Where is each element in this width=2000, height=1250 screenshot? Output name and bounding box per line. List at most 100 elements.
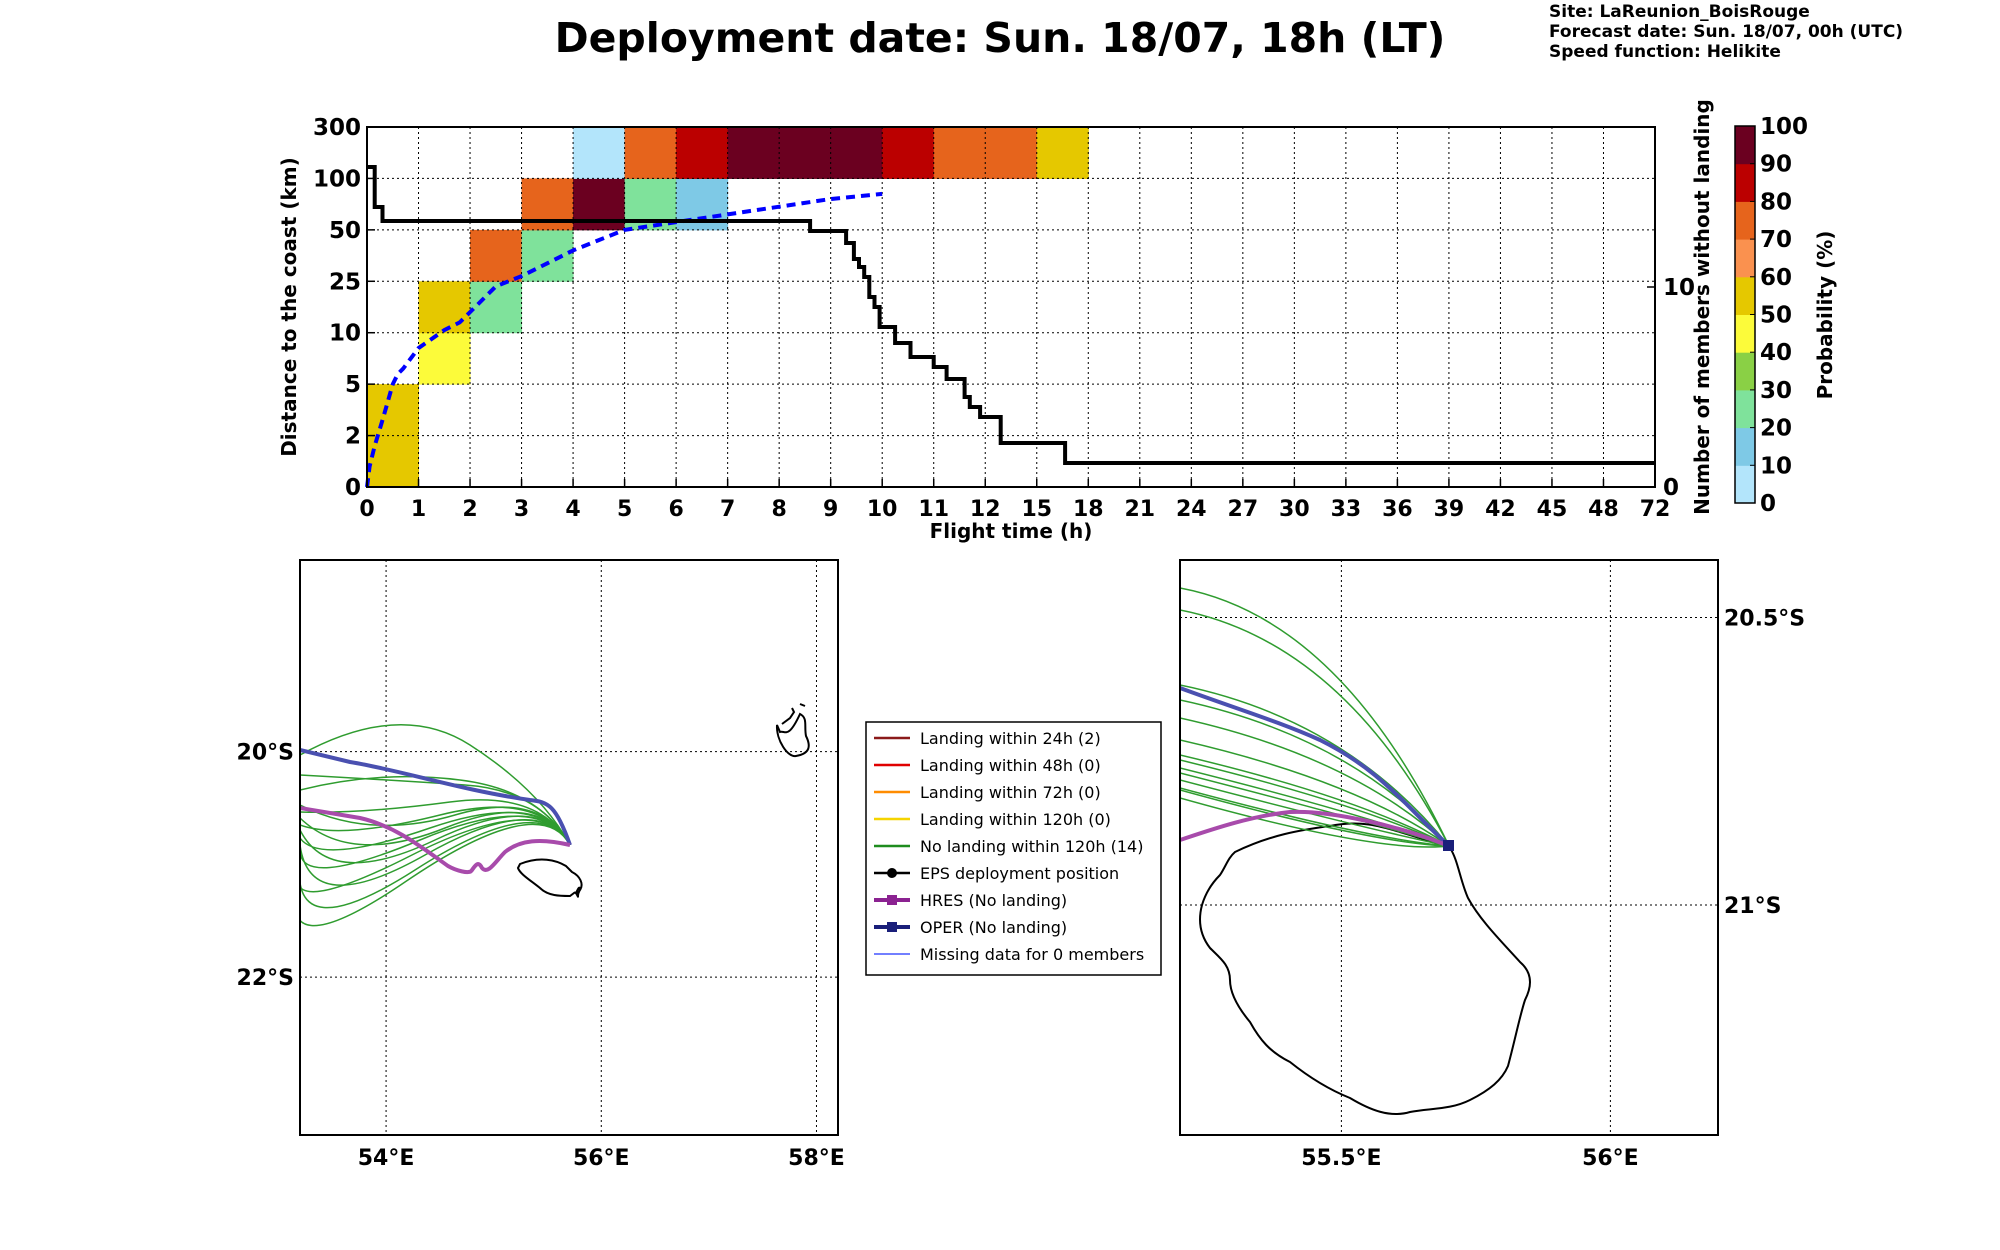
heatmap-cell bbox=[779, 127, 832, 179]
x-tick-label: 30 bbox=[1279, 497, 1310, 522]
y-tick-label: 300 bbox=[313, 115, 361, 141]
forecast-info: Site: LaReunion_BoisRouge Forecast date:… bbox=[1549, 2, 1903, 62]
reunion-island-zoom bbox=[1199, 822, 1531, 1116]
deployment-marker bbox=[1443, 840, 1454, 851]
legend-marker bbox=[887, 922, 897, 932]
colorbar-tick-label: 60 bbox=[1760, 265, 1792, 291]
heatmap-cell bbox=[418, 281, 471, 334]
heatmap-cell bbox=[933, 127, 986, 179]
x-tick-label: 12 bbox=[970, 497, 1001, 522]
speed-function-label: Speed function: Helikite bbox=[1549, 42, 1781, 62]
ensemble-trajectory-zoom bbox=[1180, 684, 1450, 847]
x-tick-label: 4 bbox=[565, 497, 580, 522]
map2-lon-label: 56°E bbox=[1582, 1146, 1639, 1171]
hres-trajectory-zoom bbox=[1180, 809, 1450, 848]
y2-tick-label: 10 bbox=[1663, 275, 1695, 301]
hres-trajectory bbox=[300, 806, 571, 875]
ensemble-trajectory bbox=[300, 819, 571, 893]
site-label: Site: LaReunion_BoisRouge bbox=[1549, 2, 1810, 22]
colorbar-segment bbox=[1735, 126, 1755, 165]
colorbar-segment bbox=[1735, 239, 1755, 278]
colorbar-tick-label: 100 bbox=[1760, 114, 1808, 140]
x-tick-label: 15 bbox=[1021, 497, 1052, 522]
legend-item-label: OPER (No landing) bbox=[920, 918, 1067, 937]
heatmap-cell bbox=[367, 435, 420, 488]
legend-item-label: Landing within 48h (0) bbox=[920, 756, 1101, 775]
colorbar-segment bbox=[1735, 314, 1755, 353]
x-tick-label: 10 bbox=[867, 497, 898, 522]
heatmap-cell bbox=[1036, 127, 1089, 179]
heatmap-cell bbox=[367, 384, 420, 437]
heatmap-cell bbox=[830, 127, 883, 179]
ensemble-trajectory-zoom bbox=[1180, 779, 1450, 847]
colorbar-tick-label: 20 bbox=[1760, 416, 1792, 442]
y-tick-label: 25 bbox=[329, 269, 361, 295]
colorbar-segment bbox=[1735, 389, 1755, 429]
heatmap-cell bbox=[573, 127, 626, 179]
x-tick-label: 0 bbox=[359, 497, 374, 522]
mauritius-island bbox=[775, 703, 810, 758]
x-axis-label: Flight time (h) bbox=[930, 519, 1093, 543]
y-tick-label: 10 bbox=[329, 321, 361, 347]
map2-frame bbox=[1179, 559, 1719, 1136]
map-wide: 54°E 56°E 58°E 20°S 22°S bbox=[237, 559, 845, 1171]
y2-tick-label: 0 bbox=[1663, 475, 1679, 501]
heatmap-lines bbox=[365, 165, 1655, 488]
colorbar: 0 10 20 30 40 50 60 70 80 90 100 Probability (%) bbox=[1734, 114, 1837, 517]
colorbar-segment bbox=[1735, 352, 1755, 391]
colorbar-tick-label: 0 bbox=[1760, 491, 1776, 517]
y-tick-label: 0 bbox=[345, 475, 361, 501]
y2-axis-label: Number of members without landing bbox=[1690, 99, 1714, 515]
x-tick-label: 24 bbox=[1176, 497, 1207, 522]
legend-box bbox=[865, 721, 1162, 976]
y-tick-label: 100 bbox=[313, 166, 361, 192]
x-tick-label: 1 bbox=[411, 497, 426, 522]
heatmap-cell bbox=[985, 127, 1038, 179]
x-tick-label: 7 bbox=[720, 497, 735, 522]
x-tick-label: 2 bbox=[462, 497, 477, 522]
ensemble-trajectory bbox=[300, 815, 571, 869]
colorbar-tick-label: 10 bbox=[1760, 453, 1792, 479]
colorbar-tick-label: 80 bbox=[1760, 189, 1792, 215]
map1-lon-label: 54°E bbox=[358, 1146, 415, 1171]
legend: Landing within 24h (2) Landing within 48h… bbox=[865, 721, 1162, 976]
forecast-date-label: Forecast date: Sun. 18/07, 00h (UTC) bbox=[1549, 22, 1904, 42]
colorbar-segment bbox=[1735, 465, 1755, 504]
y-axis-label: Distance to the coast (km) bbox=[277, 157, 301, 457]
map-zoom: 55.5°E 56°E 20.5°S 21°S bbox=[1179, 559, 1805, 1171]
legend-item-label: Landing within 120h (0) bbox=[920, 810, 1111, 829]
heatmap-cell bbox=[624, 127, 677, 179]
legend-marker bbox=[887, 868, 897, 878]
heatmap-frame bbox=[366, 126, 1656, 488]
colorbar-segment bbox=[1735, 276, 1755, 315]
legend-item-label: Missing data for 0 members bbox=[920, 945, 1144, 964]
legend-item-label: HRES (No landing) bbox=[920, 891, 1067, 910]
median-distance-line bbox=[365, 191, 883, 488]
colorbar-tick-label: 30 bbox=[1760, 378, 1792, 404]
ensemble-trajectory-zoom bbox=[1180, 717, 1450, 847]
x-tick-label: 11 bbox=[918, 497, 949, 522]
ensemble-trajectory-zoom bbox=[1180, 787, 1450, 847]
oper-trajectory-zoom bbox=[1180, 686, 1451, 848]
x-tick-label: 42 bbox=[1485, 497, 1516, 522]
y-tick-label: 2 bbox=[345, 424, 361, 450]
legend-item-label: No landing within 120h (14) bbox=[920, 837, 1143, 856]
x-tick-label: 5 bbox=[617, 497, 632, 522]
heatmap-cell bbox=[676, 127, 729, 179]
heatmap-cell bbox=[470, 229, 523, 282]
y-tick-label: 5 bbox=[345, 372, 361, 398]
colorbar-label: Probability (%) bbox=[1813, 231, 1837, 400]
heatmap-gridlines bbox=[367, 127, 1655, 487]
ensemble-trajectory bbox=[300, 799, 571, 846]
legend-item-label: Landing within 24h (2) bbox=[920, 729, 1101, 748]
x-tick-label: 36 bbox=[1382, 497, 1413, 522]
x-tick-label: 33 bbox=[1331, 497, 1362, 522]
ensemble-trajectory bbox=[300, 811, 571, 851]
colorbar-tick-label: 70 bbox=[1760, 227, 1792, 253]
legend-item-label: Landing within 72h (0) bbox=[920, 783, 1101, 802]
x-tick-label: 6 bbox=[668, 497, 683, 522]
ensemble-trajectory-zoom bbox=[1180, 789, 1450, 847]
heatmap-cell bbox=[470, 281, 523, 334]
members-without-landing-line bbox=[367, 165, 1655, 465]
